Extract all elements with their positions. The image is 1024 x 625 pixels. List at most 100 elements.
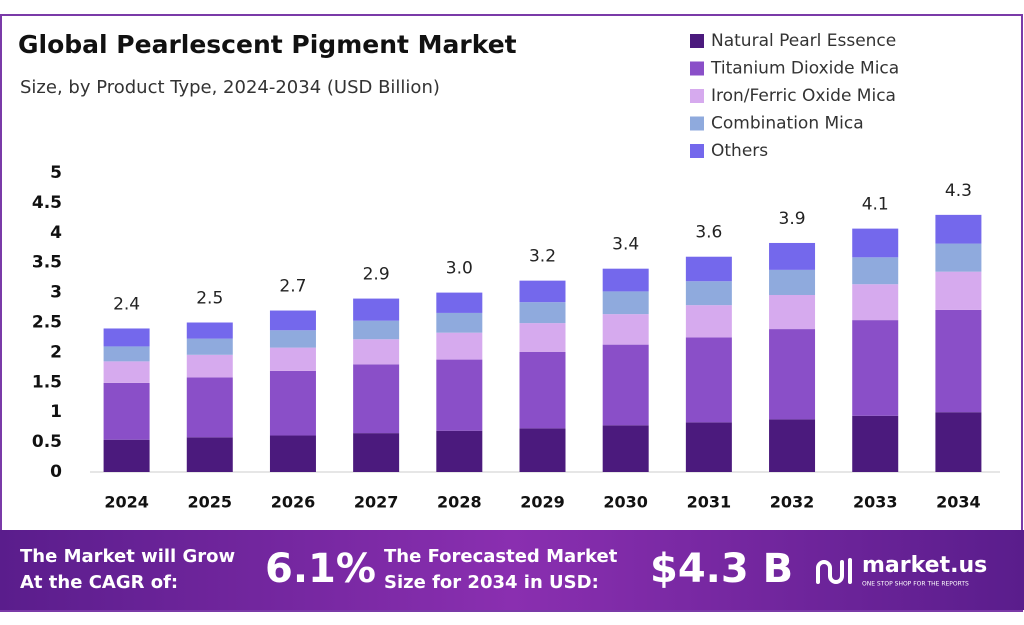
frame [0, 14, 1023, 612]
bar-segment [685, 305, 732, 338]
bar-segment [186, 354, 233, 378]
bar-segment [269, 310, 316, 331]
bar-segment [519, 323, 566, 352]
bar-segment [602, 425, 649, 472]
bar-segment [353, 298, 400, 321]
y-tick-label: 1 [50, 402, 62, 422]
bar-segment [103, 346, 150, 362]
y-tick-label: 3.5 [32, 253, 62, 273]
bar-segment [602, 268, 649, 292]
bar-segment [269, 435, 316, 472]
bar-segment [852, 284, 899, 321]
bar-segment [852, 257, 899, 285]
x-tick-label: 2032 [770, 493, 815, 512]
legend-label: Titanium Dioxide Mica [710, 59, 899, 79]
bar-segment [602, 344, 649, 426]
bar-segment [769, 294, 816, 330]
bar-segment [519, 280, 566, 303]
bar-segment [769, 269, 816, 295]
bar-segment [103, 439, 150, 472]
bar-segment [186, 322, 233, 339]
bar-segment [685, 337, 732, 423]
bar-segment [269, 370, 316, 436]
y-tick-label: 4 [50, 223, 62, 243]
brand-name: market.us [862, 553, 987, 578]
bar-segment [935, 271, 982, 310]
bar-segment [269, 347, 316, 371]
y-tick-label: 5 [50, 163, 62, 183]
footer: The Market will Grow At the CAGR of: 6.1… [20, 546, 987, 593]
bar-segment [935, 214, 982, 244]
bar-segment [935, 243, 982, 272]
y-tick-label: 2 [50, 342, 62, 362]
bar-segment [269, 330, 316, 348]
legend-label: Iron/Ferric Oxide Mica [711, 86, 896, 106]
total-label: 2.7 [279, 277, 306, 297]
x-tick-label: 2028 [437, 493, 482, 512]
legend-swatch [690, 144, 704, 158]
x-tick-label: 2031 [687, 493, 732, 512]
bar-segment [436, 312, 483, 333]
bar-segment [685, 422, 732, 472]
legend-swatch [690, 89, 704, 103]
bar-segment [519, 351, 566, 429]
y-tick-label: 0 [50, 462, 62, 482]
footer-text: At the CAGR of: [20, 572, 178, 593]
bar-segment [769, 419, 816, 472]
bar-segment [519, 302, 566, 324]
legend-swatch [690, 34, 704, 48]
y-tick-label: 1.5 [32, 372, 62, 392]
bar-segment [353, 339, 400, 365]
total-label: 3.2 [529, 247, 556, 267]
total-label: 2.5 [196, 289, 223, 309]
total-label: 3.9 [779, 209, 806, 229]
bar-segment [186, 437, 233, 472]
bar-segment [353, 433, 400, 472]
legend-swatch [690, 116, 704, 131]
y-tick-label: 4.5 [32, 193, 62, 213]
chart-title: Global Pearlescent Pigment Market [18, 30, 517, 59]
bar-segment [103, 361, 150, 383]
y-tick-label: 0.5 [32, 432, 62, 452]
bar-segment [852, 228, 899, 258]
footer-band [0, 530, 1024, 610]
bar-segment [685, 281, 732, 306]
bar-segment [436, 332, 483, 360]
cagr-value: 6.1% [265, 546, 376, 592]
x-tick-label: 2025 [188, 493, 233, 512]
total-label: 3.6 [695, 223, 722, 243]
forecast-value: $4.3 B [650, 546, 793, 592]
bar-segment [103, 328, 150, 347]
bar-segment [353, 364, 400, 434]
y-tick-label: 2.5 [32, 313, 62, 333]
legend-label: Natural Pearl Essence [711, 31, 896, 51]
bar-segment [602, 291, 649, 315]
x-tick-label: 2033 [853, 493, 898, 512]
total-label: 2.9 [363, 265, 390, 285]
bar-segment [769, 242, 816, 270]
bar-segment [935, 412, 982, 472]
bar-segment [186, 338, 233, 355]
total-label: 4.3 [945, 181, 972, 201]
footer-text: Size for 2034 in USD: [384, 572, 599, 593]
bar-segment [602, 314, 649, 345]
legend-swatch [690, 61, 704, 76]
bar-segment [353, 320, 400, 340]
y-tick-label: 3 [50, 283, 62, 303]
chart-subtitle: Size, by Product Type, 2024-2034 (USD Bi… [20, 77, 440, 98]
legend-label: Others [711, 141, 768, 161]
footer-text: The Market will Grow [20, 546, 235, 567]
footer-text: The Forecasted Market [384, 546, 618, 567]
bar-segment [103, 382, 150, 440]
x-tick-label: 2029 [520, 493, 565, 512]
bar-segment [186, 377, 233, 438]
total-label: 2.4 [113, 294, 140, 314]
bar-segment [436, 292, 483, 313]
bar-segment [436, 359, 483, 431]
bar-segment [519, 428, 566, 472]
total-label: 3.0 [446, 259, 473, 279]
bar-segment [685, 256, 732, 282]
brand-logo [816, 558, 852, 584]
